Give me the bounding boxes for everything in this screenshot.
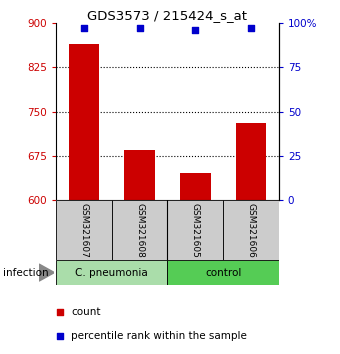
Bar [112, 200, 168, 260]
Text: count: count [71, 307, 101, 317]
Text: GSM321608: GSM321608 [135, 202, 144, 258]
Point [57, 333, 62, 339]
Text: GSM321605: GSM321605 [191, 202, 200, 258]
Point [137, 25, 142, 31]
Text: GDS3573 / 215424_s_at: GDS3573 / 215424_s_at [87, 9, 246, 22]
Point [81, 25, 87, 31]
Text: infection: infection [3, 268, 49, 278]
Bar [223, 200, 279, 260]
Text: control: control [205, 268, 241, 278]
Point [57, 309, 62, 315]
Text: percentile rank within the sample: percentile rank within the sample [71, 331, 247, 341]
Bar [69, 44, 99, 200]
Bar [56, 200, 112, 260]
Bar [124, 150, 155, 200]
Bar [56, 260, 167, 285]
Text: GSM321606: GSM321606 [246, 202, 255, 258]
Bar [167, 200, 223, 260]
Bar [236, 123, 266, 200]
Text: C. pneumonia: C. pneumonia [75, 268, 148, 278]
Bar [167, 260, 279, 285]
Text: GSM321607: GSM321607 [80, 202, 88, 258]
Point [248, 25, 254, 31]
Polygon shape [39, 264, 54, 281]
Point [192, 27, 198, 33]
Bar [180, 173, 210, 200]
